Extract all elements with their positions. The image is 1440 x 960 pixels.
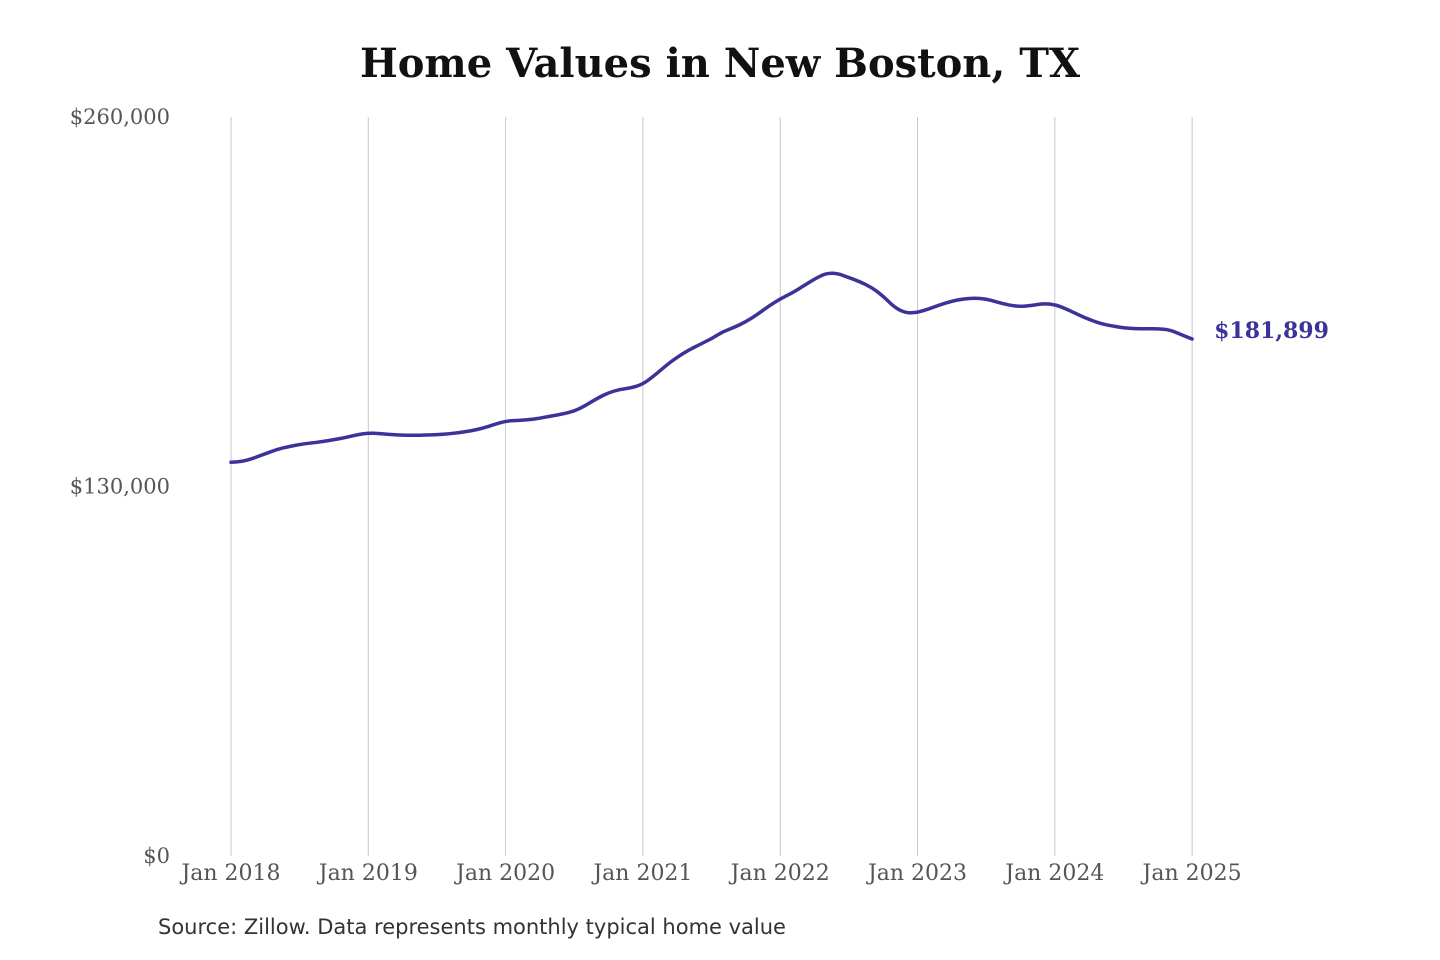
x-tick-label: Jan 2022	[729, 861, 830, 886]
grid-lines	[230, 117, 1193, 856]
x-tick-label: Jan 2019	[317, 861, 418, 886]
y-tick-label: $260,000	[70, 105, 170, 129]
x-tick-label: Jan 2025	[1141, 861, 1242, 886]
x-tick-label: Jan 2020	[454, 861, 555, 886]
y-tick-label: $130,000	[70, 475, 170, 499]
y-tick-label: $0	[143, 844, 170, 868]
x-tick-label: Jan 2018	[179, 861, 280, 886]
chart-title: Home Values in New Boston, TX	[359, 40, 1081, 87]
series-layer	[229, 271, 1194, 465]
data-label-layer: $181,899	[1214, 318, 1329, 344]
y-axis-ticks: $0 $130,000 $260,000	[70, 105, 170, 868]
x-tick-label: Jan 2021	[591, 861, 692, 886]
x-tick-label: Jan 2024	[1003, 861, 1104, 886]
x-axis-ticks: Jan 2018 Jan 2019 Jan 2020 Jan 2021 Jan 2022…	[179, 861, 1241, 886]
series-line-home-value	[229, 271, 1194, 465]
x-tick-label: Jan 2023	[866, 861, 967, 886]
end-value-label: $181,899	[1214, 318, 1329, 344]
source-note: Source: Zillow. Data represents monthly …	[158, 915, 786, 939]
